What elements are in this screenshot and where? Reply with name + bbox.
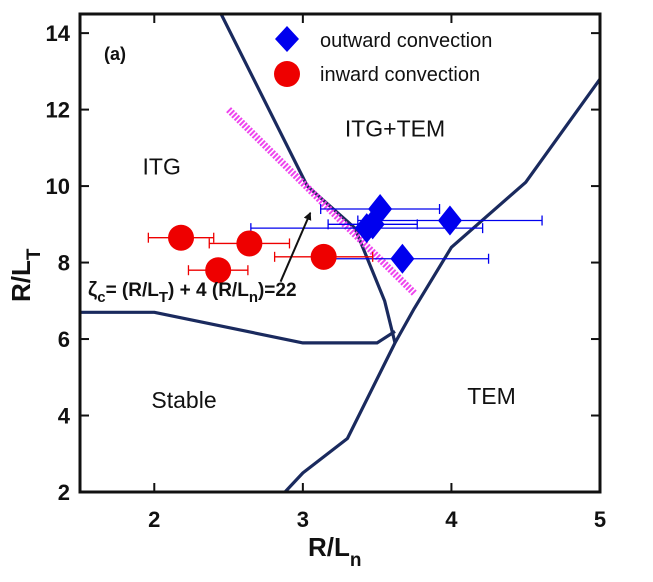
y-tick-label: 8 <box>58 251 70 276</box>
region-labels: ITG ITG+TEM Stable TEM <box>143 115 516 413</box>
y-tick-label: 6 <box>58 327 70 352</box>
boundary-curve-1 <box>80 310 396 345</box>
threshold-formula: ζc= (R/LT) + 4 (R/Ln)=22 <box>88 279 297 306</box>
legend-label-inward: inward convection <box>320 64 480 86</box>
y-axis-label: R/LT <box>6 248 45 302</box>
x-axis-label: R/Ln <box>308 532 362 571</box>
y-tick-label: 4 <box>58 404 71 429</box>
outward-convection-point <box>390 243 415 274</box>
boundary-curve-2 <box>283 78 600 492</box>
y-tick-label: 14 <box>46 21 71 46</box>
y-axis-ticks: 2 4 6 8 10 12 14 <box>46 21 600 505</box>
x-tick-label: 2 <box>148 507 160 532</box>
x-tick-label: 5 <box>594 507 606 532</box>
inward-convection-point <box>205 257 232 284</box>
inward-convection-point <box>310 243 337 270</box>
y-tick-label: 10 <box>46 174 70 199</box>
y-tick-label: 2 <box>58 480 70 505</box>
legend-label-outward: outward convection <box>320 30 492 52</box>
region-label: ITG+TEM <box>345 115 445 141</box>
x-tick-label: 4 <box>445 507 458 532</box>
threshold-line-group <box>226 107 417 296</box>
y-tick-label: 12 <box>46 98 70 123</box>
legend: outward convection inward convection <box>274 26 492 87</box>
x-tick-label: 3 <box>297 507 309 532</box>
threshold-line <box>226 107 417 296</box>
inward-convection-point <box>236 230 263 257</box>
region-label: ITG <box>143 154 181 180</box>
panel-label: (a) <box>104 44 126 64</box>
plot-frame <box>78 12 602 494</box>
region-label: Stable <box>151 387 216 413</box>
region-label: TEM <box>467 383 516 409</box>
inward-convection-point <box>168 224 195 251</box>
annotation-arrow <box>279 211 312 283</box>
outward-convection-point <box>360 209 385 240</box>
data-markers <box>168 194 462 284</box>
legend-circle-marker <box>274 61 300 87</box>
x-axis-ticks: 2 3 4 5 <box>148 14 606 532</box>
legend-diamond-marker <box>275 26 299 52</box>
outward-convection-point <box>437 205 462 236</box>
